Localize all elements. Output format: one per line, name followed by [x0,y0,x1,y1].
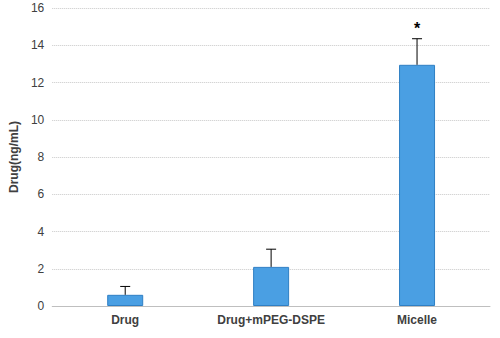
svg-text:4: 4 [38,225,45,239]
svg-text:12: 12 [31,76,45,90]
svg-text:2: 2 [38,262,45,276]
svg-text:Micelle: Micelle [397,313,437,327]
svg-text:Drug+mPEG-DSPE: Drug+mPEG-DSPE [217,313,325,327]
svg-text:8: 8 [38,150,45,164]
svg-text:14: 14 [31,38,45,52]
svg-text:16: 16 [31,1,45,15]
svg-text:*: * [414,20,421,37]
svg-text:Drug(ng/mL): Drug(ng/mL) [7,121,21,193]
svg-text:10: 10 [31,113,45,127]
svg-text:0: 0 [38,299,45,313]
svg-text:Drug: Drug [111,313,139,327]
svg-text:6: 6 [38,187,45,201]
